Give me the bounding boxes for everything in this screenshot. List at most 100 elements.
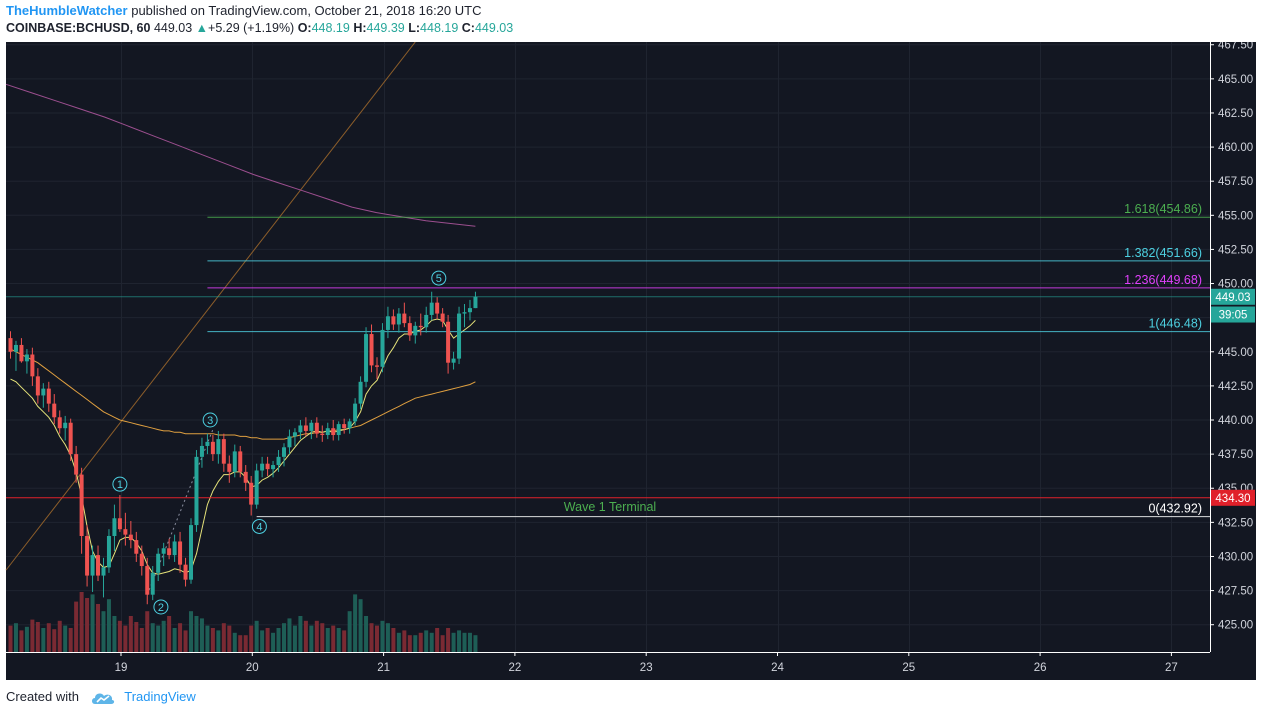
- volume-bar: [199, 618, 204, 652]
- candle-body: [303, 425, 308, 431]
- candle-body: [216, 439, 221, 455]
- ma-orange-line: [10, 348, 476, 440]
- wave-annotation: Wave 1 Terminal: [564, 500, 656, 514]
- candle-body: [172, 541, 177, 556]
- candle-body: [30, 354, 35, 377]
- volume-bar: [57, 620, 62, 652]
- published-text: published on TradingView.com, October 21…: [131, 3, 482, 18]
- candle-body: [440, 313, 445, 322]
- candle-body: [342, 424, 347, 429]
- candle-body: [336, 424, 341, 436]
- volume-bar: [74, 601, 79, 652]
- y-tick-label: 440.00: [1218, 415, 1253, 427]
- candle-body: [178, 541, 183, 565]
- volume-bar: [8, 625, 13, 652]
- volume-bar: [331, 625, 336, 652]
- candle-body: [298, 425, 303, 433]
- open-value: 448.19: [311, 21, 350, 35]
- volume-bar: [271, 632, 276, 652]
- volume-bar: [358, 599, 363, 652]
- fib-label: 1.236(449.68): [1124, 273, 1202, 287]
- fib-label: 1.382(451.66): [1124, 246, 1202, 260]
- change-value: +5.29 (+1.19%): [208, 21, 295, 35]
- close-value: 449.03: [474, 21, 514, 35]
- candle-body: [68, 422, 73, 455]
- candle-body: [467, 308, 472, 313]
- chart-border: [6, 42, 1256, 680]
- author-link[interactable]: TheHumbleWatcher: [6, 3, 128, 18]
- y-tick-label: 462.50: [1218, 108, 1253, 120]
- volume-bar: [254, 620, 259, 652]
- tradingview-link[interactable]: TradingView: [124, 689, 196, 704]
- volume-bar: [85, 598, 90, 652]
- candle-body: [358, 381, 363, 404]
- volume-bar: [35, 622, 40, 652]
- candle-body: [424, 314, 429, 328]
- candle-body: [282, 447, 286, 457]
- volume-bar: [41, 628, 46, 652]
- volume-bar: [183, 630, 188, 652]
- volume-bar: [320, 623, 325, 652]
- candle-body: [407, 323, 412, 336]
- volume-bar: [96, 604, 101, 652]
- volume-bar: [396, 632, 401, 652]
- fib-label: 1.618(454.86): [1124, 202, 1202, 216]
- x-tick-label: 22: [509, 662, 522, 674]
- candle-body: [446, 321, 451, 363]
- volume-bar: [342, 630, 347, 652]
- candle-body: [265, 463, 270, 470]
- y-tick-label: 425.00: [1218, 620, 1253, 632]
- volume-bar: [227, 625, 232, 652]
- volume-bar: [462, 632, 467, 652]
- candle-body: [314, 422, 319, 434]
- candle-body: [391, 316, 396, 325]
- publish-header: TheHumbleWatcher published on TradingVie…: [6, 3, 481, 18]
- high-label: H:: [353, 21, 367, 35]
- volume-bar: [172, 628, 177, 652]
- price-chart[interactable]: 1.618(454.86) 1.382(451.66) 1.236(449.68) 1…: [0, 42, 1263, 682]
- candle-body: [156, 553, 161, 573]
- fib-label: 0(432.92): [1148, 502, 1202, 516]
- wave-label: 1: [117, 479, 123, 491]
- volume-bar: [68, 628, 73, 652]
- wave-label: 3: [207, 415, 213, 427]
- candle-body: [19, 344, 24, 362]
- y-tick-label: 427.50: [1218, 586, 1253, 598]
- x-tick-label: 20: [246, 662, 259, 674]
- volume-bar: [210, 628, 215, 652]
- candle-body: [227, 463, 232, 472]
- volume-bar: [298, 616, 303, 652]
- volume-bar: [161, 620, 166, 652]
- candle-body: [429, 302, 434, 315]
- volume-bar: [178, 623, 183, 652]
- indicator-lines: [5, 42, 476, 595]
- volume-bar: [238, 635, 243, 652]
- candle-body: [199, 445, 204, 457]
- volume-bar: [353, 594, 358, 652]
- candle-body: [402, 313, 407, 324]
- volume-bar: [139, 628, 144, 652]
- candle-body: [325, 428, 330, 436]
- volume-bar: [451, 632, 456, 652]
- candle-body: [418, 325, 423, 328]
- candle-body: [52, 403, 57, 418]
- candle-body: [41, 388, 46, 396]
- tradingview-cloud-icon: [91, 693, 114, 704]
- created-with-text: Created with: [6, 689, 79, 704]
- y-tick-label: 445.00: [1218, 347, 1253, 359]
- high-value: 449.39: [366, 21, 405, 35]
- volume-bar: [413, 635, 418, 652]
- volume-bar: [276, 628, 281, 652]
- candle-body: [374, 365, 379, 367]
- candle-body: [221, 439, 226, 464]
- wave-label: 4: [256, 521, 262, 533]
- candle-body: [8, 338, 13, 352]
- volume-bar: [364, 616, 369, 652]
- candle-body: [183, 564, 188, 580]
- change-arrow-icon: ▲: [195, 21, 209, 35]
- low-label: L:: [408, 21, 421, 35]
- wave-labels: 1 2 3 4 5: [112, 270, 447, 615]
- candle-body: [46, 388, 51, 404]
- footer: Created with TradingView: [6, 689, 196, 705]
- candle-body: [254, 470, 259, 505]
